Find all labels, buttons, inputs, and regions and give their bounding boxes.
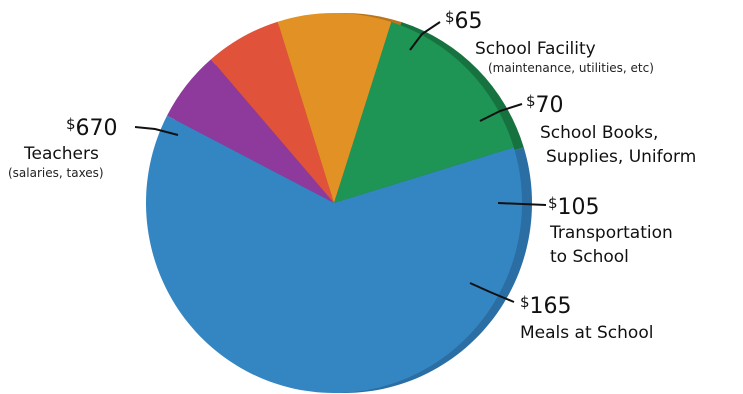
leader-line-school-facility — [409, 21, 441, 51]
pie-labels: $670 Teachers (salaries, taxes) $65 Scho… — [8, 8, 696, 343]
label-school-books: $70 School Books, Supplies, Uniform — [479, 92, 696, 167]
value-teachers: 670 — [76, 116, 118, 141]
currency-symbol: $ — [520, 293, 530, 311]
currency-symbol: $ — [548, 194, 558, 212]
value-transportation: 105 — [558, 195, 600, 220]
value-label-school-facility: $65 — [445, 8, 483, 34]
leader-line-transportation — [497, 202, 547, 206]
value-meals: 165 — [530, 294, 572, 319]
name-label-transportation-line1: Transportation — [549, 223, 673, 243]
leader-line-teachers — [134, 126, 179, 136]
label-meals: $165 Meals at School — [469, 282, 653, 343]
value-label-transportation: $105 — [548, 194, 600, 220]
label-school-facility: $65 School Facility (maintenance, utilit… — [409, 8, 654, 75]
name-label-transportation-line2: to School — [550, 247, 629, 267]
name-label-meals: Meals at School — [520, 323, 653, 343]
value-label-meals: $165 — [520, 293, 572, 319]
currency-symbol: $ — [66, 115, 76, 133]
leader-line-meals — [469, 282, 515, 303]
name-label-school-books-line2: Supplies, Uniform — [546, 147, 696, 167]
pie-slice-school-books — [211, 21, 334, 204]
pie-slice-transportation — [277, 12, 392, 204]
leader-line-school-books — [479, 103, 523, 122]
currency-symbol: $ — [445, 8, 455, 26]
label-teachers: $670 Teachers (salaries, taxes) — [8, 115, 179, 180]
value-label-teachers: $670 — [66, 115, 118, 141]
pie-slice-meals — [334, 22, 514, 203]
name-label-school-facility: School Facility — [475, 39, 596, 59]
pie-slice-school-facility — [167, 59, 334, 203]
pie-slice-teachers — [146, 115, 523, 393]
value-label-school-books: $70 — [526, 92, 564, 118]
value-school-facility: 65 — [455, 9, 483, 34]
note-label-school-facility: (maintenance, utilities, etc) — [488, 61, 654, 75]
name-label-school-books-line1: School Books, — [540, 123, 658, 143]
label-transportation: $105 Transportation to School — [497, 194, 673, 267]
pie-slices — [146, 12, 523, 393]
currency-symbol: $ — [526, 92, 536, 110]
name-label-teachers: Teachers — [23, 144, 99, 164]
value-school-books: 70 — [536, 93, 564, 118]
note-label-teachers: (salaries, taxes) — [8, 166, 104, 180]
